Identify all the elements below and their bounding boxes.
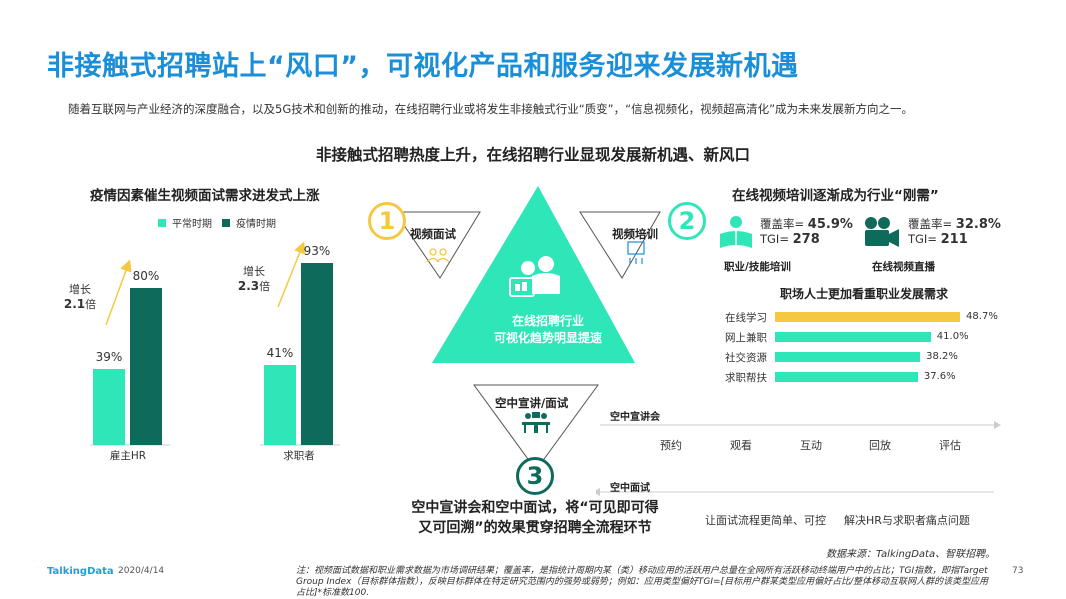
bar-normal-1: [264, 364, 296, 445]
demand-category-label: 网上兼职: [725, 332, 767, 344]
page-number: 73: [1012, 566, 1024, 576]
growth-arrows: [90, 241, 340, 446]
flow-step: 回放: [869, 439, 891, 452]
stat-live: 覆盖率= 32.8% TGI= 211: [908, 217, 1001, 247]
chart-legend: 平常时期 疫情时期: [158, 215, 276, 230]
footer-date: 2020/4/14: [118, 566, 165, 576]
talkingdata-logo: TalkingData: [47, 566, 114, 577]
bar-epidemic-0: [130, 288, 162, 445]
flow-step: 观看: [730, 439, 752, 452]
center-main-text: 在线招聘行业 可视化趋势明显提速: [493, 314, 602, 345]
people-screen-icon: [509, 256, 560, 297]
growth-label-hr: 增长 2.1倍: [63, 283, 97, 311]
legend-label-epidemic: 疫情时期: [236, 219, 276, 230]
flow-step: 评估: [939, 439, 961, 452]
flow-row2-title: 空中面试: [610, 483, 650, 494]
growth-arrow-hr: [105, 259, 132, 326]
demand-bar: [775, 352, 921, 362]
bar-epidemic-1: [301, 262, 333, 445]
flow-step: 互动: [800, 439, 822, 452]
item2-label: 视频培训: [612, 227, 658, 241]
demand-category-label: 在线学习: [725, 312, 767, 324]
item1-label: 视频面试: [410, 227, 456, 241]
bar-value-label: 41%: [266, 345, 294, 360]
category-label-hr: 雇主HR: [109, 450, 147, 462]
demand-category-label: 求职帮扶: [725, 372, 767, 384]
growth-arrow-seeker: [277, 241, 306, 308]
flow-arrow-head-1: [994, 421, 1001, 429]
flow-row1-title: 空中宣讲会: [610, 412, 660, 423]
item1-triangle-outline: [394, 211, 481, 279]
people-icon: [426, 248, 450, 263]
item3-triangle-outline: [473, 384, 599, 471]
demand-bar: [775, 312, 961, 322]
page-subtitle: 随着互联网与产业经济的深度融合，以及5G技术和创新的推动，在线招聘行业或将发生非…: [68, 102, 914, 116]
bar-normal-0: [93, 368, 125, 445]
flow-step: 预约: [660, 439, 682, 452]
legend-swatch-normal: [158, 218, 166, 227]
step2-badge: 2: [668, 202, 706, 240]
legend-swatch-epidemic: [222, 218, 230, 227]
demand-value-label: 37.6%: [923, 371, 956, 382]
flow-step: 让面试流程更简单、可控: [705, 514, 826, 527]
legend-label-normal: 平常时期: [172, 219, 212, 230]
video-camera-icon: [865, 217, 899, 247]
step1-badge: 1: [368, 202, 406, 240]
footnote: 注：视频面试数据和职业需求数据为市场调研结果；覆盖率，是指统计周期内某（类）移动…: [296, 566, 989, 598]
section-title: 非接触式招聘热度上升，在线招聘行业显现发展新机遇、新风口: [315, 146, 750, 164]
item3-label: 空中宣讲/面试: [495, 396, 569, 410]
bottom-summary: 空中宣讲会和空中面试，将“可见即可得 又可回溯”的效果贯穿招聘全流程环节: [411, 500, 659, 536]
data-source: 数据来源：TalkingData、智联招聘。: [826, 549, 996, 560]
flow-arrow-head-2: [596, 488, 600, 496]
center-diagram: [394, 186, 661, 471]
flow-step: 解决HR与求职者痛点问题: [844, 514, 970, 527]
demand-chart-title: 职场人士更加看重职业发展需求: [780, 287, 949, 301]
growth-label-seeker: 增长 2.3倍: [237, 265, 271, 293]
demand-bar: [775, 372, 918, 382]
stat-training: 覆盖率= 45.9% TGI= 278: [760, 217, 853, 247]
demand-bar: [775, 332, 931, 342]
demand-value-label: 38.2%: [926, 351, 958, 362]
item2-triangle-outline: [579, 211, 661, 279]
flow-arrows: [596, 421, 1001, 496]
left-chart-title: 疫情因素催生视频面试需求进发式上涨: [90, 188, 320, 204]
meeting-icon: [522, 412, 550, 433]
demand-value-label: 41.0%: [936, 331, 969, 342]
demand-category-label: 社交资源: [725, 352, 767, 364]
stat-caption-live: 在线视频直播: [872, 261, 935, 273]
step3-badge: 3: [516, 457, 554, 495]
stat-caption-training: 职业/技能培训: [724, 261, 791, 273]
page-title: 非接触式招聘站上“风口”，可视化产品和服务迎来发展新机遇: [47, 51, 799, 82]
reader-icon: [720, 216, 752, 248]
training-icon: [627, 241, 645, 264]
bar-value-label: 80%: [132, 269, 160, 284]
bar-value-label: 93%: [303, 243, 331, 258]
bar-value-label: 39%: [95, 349, 123, 364]
center-triangle: [432, 186, 635, 363]
demand-value-label: 48.7%: [966, 311, 998, 322]
right-section-title: 在线视频培训逐渐成为行业“刚需”: [732, 188, 939, 204]
category-label-seeker: 求职者: [283, 450, 315, 462]
